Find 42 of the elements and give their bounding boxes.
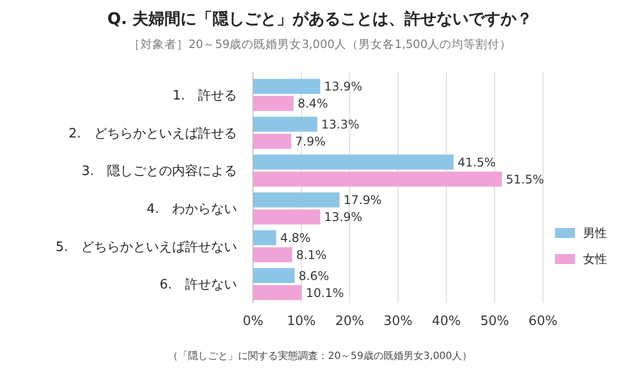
bar: [253, 172, 502, 187]
data-label: 8.6%: [298, 268, 330, 283]
data-label: 17.9%: [344, 193, 382, 208]
data-label: 13.3%: [321, 117, 360, 132]
x-tick-label: 30%: [384, 314, 412, 329]
text: （「隠しごと」に関する実態調査：20～59歳の既婚男女3,000人）: [168, 350, 472, 362]
y-tick-label: 1. 許せる: [172, 88, 237, 104]
legend-label: 女性: [583, 252, 607, 266]
y-tick-label: 2. どちらかといえば許せる: [68, 126, 237, 142]
y-tick-label: 5. どちらかといえば許せない: [56, 240, 237, 255]
data-label: 10.1%: [306, 286, 344, 300]
bar: [253, 285, 302, 300]
x-tick-label: 50%: [480, 314, 510, 329]
y-tick-label: 3. 隠しごとの内容による: [82, 163, 237, 180]
y-tick-label: 4. わからない: [146, 202, 237, 217]
data-label: 51.5%: [506, 172, 544, 186]
x-tick-label: 20%: [335, 314, 364, 329]
bar: [253, 134, 292, 149]
data-label: 13.9%: [324, 80, 362, 94]
x-tick-label: 60%: [528, 314, 558, 329]
bar: [253, 96, 294, 111]
x-tick-label: 10%: [286, 314, 316, 329]
bar: [253, 268, 295, 284]
legend-label: 男性: [583, 226, 607, 240]
x-tick-label: 0%: [242, 314, 264, 329]
data-label: 41.5%: [458, 155, 496, 170]
data-label: 4.8%: [280, 230, 311, 245]
bar: [253, 116, 318, 132]
chart-subtitle: ［対象者］20～59歳の既婚男女3,000人（男女各1,500人の均等割付）: [128, 37, 512, 51]
data-label: 8.1%: [296, 248, 327, 262]
data-label: 7.9%: [295, 134, 326, 148]
x-tick-label: 40%: [432, 314, 461, 329]
bar: [253, 209, 320, 224]
data-label: 8.4%: [298, 96, 328, 111]
bar: [253, 192, 340, 208]
bar: [253, 78, 320, 94]
bar: [253, 247, 292, 262]
data-label: 13.9%: [324, 210, 362, 224]
chart-title: Q. 夫婦間に「隠しごと」があることは、許せないですか？: [107, 9, 533, 28]
y-tick-label: 6. 許せない: [160, 278, 237, 293]
bar: [253, 230, 276, 246]
bar: [253, 154, 454, 170]
